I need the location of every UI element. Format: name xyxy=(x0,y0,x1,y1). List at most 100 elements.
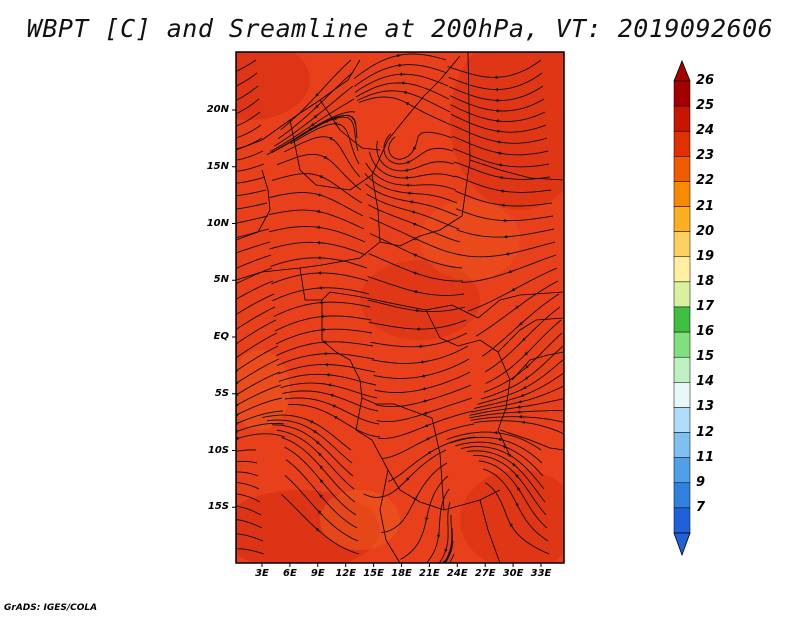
streamline-arrow xyxy=(223,256,227,257)
border-line xyxy=(497,317,564,353)
colorbar-segment xyxy=(673,231,691,258)
streamline-arrow xyxy=(328,137,335,141)
streamline-arrow xyxy=(227,286,231,288)
streamline xyxy=(236,280,274,300)
streamline-arrow xyxy=(395,53,402,58)
field-patch xyxy=(360,260,480,340)
colorbar-level-label: 24 xyxy=(696,123,715,139)
streamline-arrow xyxy=(324,119,331,123)
border-line xyxy=(469,159,564,181)
streamline xyxy=(236,410,284,425)
streamline-arrow xyxy=(208,458,212,459)
streamline-arrow xyxy=(524,375,530,380)
streamline-arrow xyxy=(229,301,233,303)
streamline-arrow xyxy=(427,450,433,455)
streamline xyxy=(236,59,257,72)
streamline xyxy=(444,540,454,563)
colorbar-level-label: 25 xyxy=(696,98,715,114)
streamline-arrow xyxy=(315,527,321,533)
streamline-arrow xyxy=(412,253,419,258)
streamline-arrow xyxy=(496,140,503,144)
field-patch xyxy=(320,490,400,550)
colorbar-bottom-arrow xyxy=(673,532,691,557)
lat-label: 10N xyxy=(206,217,229,229)
streamline-arrow xyxy=(522,385,529,390)
field-patch xyxy=(420,200,520,280)
streamline xyxy=(236,111,261,127)
streamline-arrow xyxy=(316,210,323,214)
streamline-arrow xyxy=(422,399,429,403)
lat-label: 10S xyxy=(207,444,229,456)
streamline-arrow xyxy=(221,240,225,241)
streamline xyxy=(236,241,271,254)
colorbar-level-label: 14 xyxy=(696,374,715,390)
streamline-arrow xyxy=(405,160,412,164)
streamline-arrow xyxy=(310,122,317,127)
streamline-arrow xyxy=(413,290,420,294)
border-line xyxy=(289,119,373,191)
colorbar-segment xyxy=(673,507,691,534)
streamline-arrow xyxy=(212,494,217,495)
streamline-arrow xyxy=(517,486,521,493)
field-patch xyxy=(236,490,380,563)
colorbar-level-label: 19 xyxy=(696,248,715,264)
streamline-arrow xyxy=(209,475,213,476)
colorbar-segment xyxy=(673,105,691,132)
streamline-arrow xyxy=(522,336,527,342)
streamline-arrow xyxy=(412,222,419,227)
streamline-arrow xyxy=(225,271,229,273)
streamline-arrow xyxy=(318,175,325,179)
streamline-arrow xyxy=(521,420,528,425)
lon-label: 24E xyxy=(446,568,468,579)
streamline xyxy=(236,422,285,433)
streamline-arrow xyxy=(319,493,324,499)
streamline xyxy=(236,124,262,139)
streamline-arrow xyxy=(425,514,429,522)
streamline-arrow xyxy=(216,183,220,184)
lat-label: EQ xyxy=(213,331,229,342)
streamline-arrow xyxy=(421,386,429,391)
lat-label: 15S xyxy=(207,501,229,513)
streamline xyxy=(236,176,266,184)
streamline-arrow xyxy=(319,465,324,471)
lon-label: 27E xyxy=(474,568,496,579)
chart-title: WBPT [C] and Sreamline at 200hPa, VT: 20… xyxy=(26,14,774,43)
streamline-arrow xyxy=(424,423,431,428)
streamline-arrow xyxy=(319,479,325,485)
streamline xyxy=(236,293,275,316)
streamline-arrow xyxy=(333,416,340,420)
streamline xyxy=(236,267,273,285)
field-patch xyxy=(450,52,564,210)
colorbar-segment xyxy=(673,80,691,107)
streamline xyxy=(236,228,270,239)
streamline-arrow xyxy=(214,519,219,520)
colorbar-segment xyxy=(673,331,691,358)
colorbar-level-label: 16 xyxy=(696,324,715,340)
colorbar xyxy=(673,59,691,557)
streamline-arrow xyxy=(520,393,527,397)
streamline-arrow xyxy=(425,436,432,441)
streamline-arrow xyxy=(514,304,521,309)
colorbar-level-label: 11 xyxy=(696,449,715,465)
lon-label: 21E xyxy=(419,568,440,579)
streamline xyxy=(236,397,283,416)
streamline-arrow xyxy=(315,91,320,97)
lon-label: 30E xyxy=(502,568,524,579)
streamline xyxy=(236,345,279,372)
streamline-arrow xyxy=(405,476,411,482)
streamline-arrow xyxy=(318,452,323,458)
colorbar-segment xyxy=(673,156,691,182)
colorbar-level-label: 9 xyxy=(696,474,706,490)
streamline-arrow xyxy=(410,210,418,214)
streamline-arrow xyxy=(327,383,334,387)
border-line xyxy=(319,99,381,151)
streamline-arrow xyxy=(404,168,411,172)
colorbar-level-label: 13 xyxy=(696,399,715,415)
streamline-arrow xyxy=(231,315,235,317)
streamline xyxy=(443,527,453,563)
colorbar-segment xyxy=(673,281,691,308)
streamline-arrow xyxy=(317,510,323,516)
lon-label: 15E xyxy=(363,568,384,579)
streamline-arrow xyxy=(236,342,238,347)
country-borders xyxy=(236,52,564,563)
